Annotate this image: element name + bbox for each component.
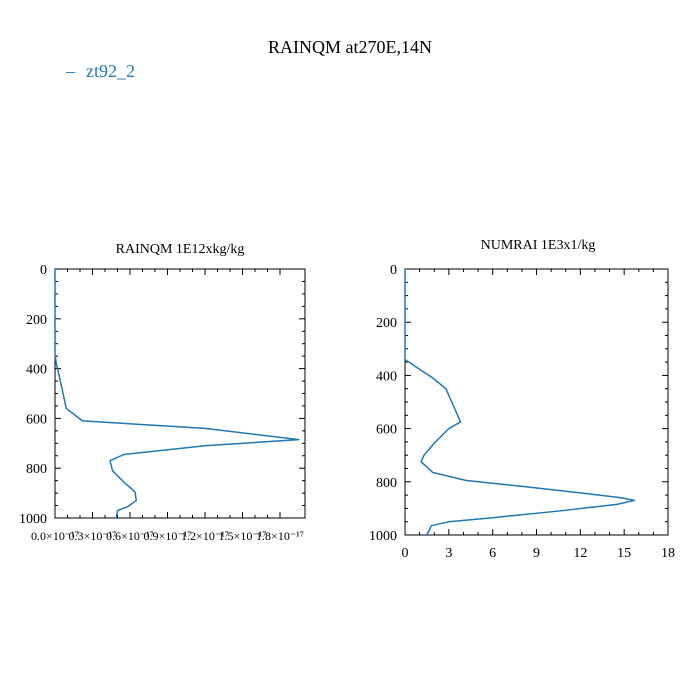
legend-marker: – [65,61,76,81]
x-tick-label: 6 [489,546,496,561]
y-tick-label: 400 [26,363,47,378]
axis-ticks [54,268,305,519]
y-tick-label: 1000 [369,529,397,544]
y-tick-label: 0 [390,263,397,278]
x-tick-label: 1.8×10⁻¹⁷ [256,529,304,543]
x-tick-label: 0.0×10⁻¹⁷ [31,529,79,543]
axis-tick-labels: 0 200 400 600 800 1000 0 3 6 9 12 15 18 [369,263,675,561]
y-tick-label: 800 [26,462,47,477]
y-tick-label: 200 [376,316,397,331]
y-tick-label: 0 [40,263,47,278]
chart-panel-numrai: NUMRAI 1E3x1/kg 0 200 400 600 800 1000 0 3 6 9 12 1… [369,238,675,561]
x-tick-label: 12 [573,546,587,561]
y-tick-label: 1000 [19,512,47,527]
x-tick-label: 9 [533,546,540,561]
chart-panel-rainqm: RAINQM 1E12xkg/kg 0 200 400 600 800 1000 0.0×1… [19,242,306,543]
x-tick-label: 3 [445,546,452,561]
y-tick-label: 600 [26,412,47,427]
axis-tick-labels: 0 200 400 600 800 1000 0.0×10⁻¹⁷0.3×10⁻¹⁷0.6×1… [19,263,304,543]
figure-title: RAINQM at270E,14N [268,37,432,57]
series-line-zt92_2 [404,269,636,536]
x-tick-label: 1.5×10⁻¹⁷ [219,529,267,543]
legend-label: zt92_2 [86,61,135,81]
x-tick-label: 0.9×10⁻¹⁷ [144,529,192,543]
axis-ticks [404,268,669,536]
y-tick-label: 800 [376,476,397,491]
y-tick-label: 200 [26,313,47,328]
x-tick-label: 15 [617,546,631,561]
legend: – zt92_2 [65,61,135,81]
series-lines [404,269,636,536]
y-tick-label: 600 [376,423,397,438]
series-line-zt92_2 [54,269,300,519]
x-tick-label: 0.3×10⁻¹⁷ [69,529,117,543]
chart-title: RAINQM 1E12xkg/kg [116,242,245,257]
series-lines [54,269,300,519]
x-tick-label: 1.2×10⁻¹⁷ [181,529,229,543]
x-tick-label: 0 [402,546,409,561]
x-tick-label: 0.6×10⁻¹⁷ [106,529,154,543]
y-tick-label: 400 [376,369,397,384]
x-tick-label: 18 [661,546,675,561]
chart-title: NUMRAI 1E3x1/kg [481,238,596,253]
